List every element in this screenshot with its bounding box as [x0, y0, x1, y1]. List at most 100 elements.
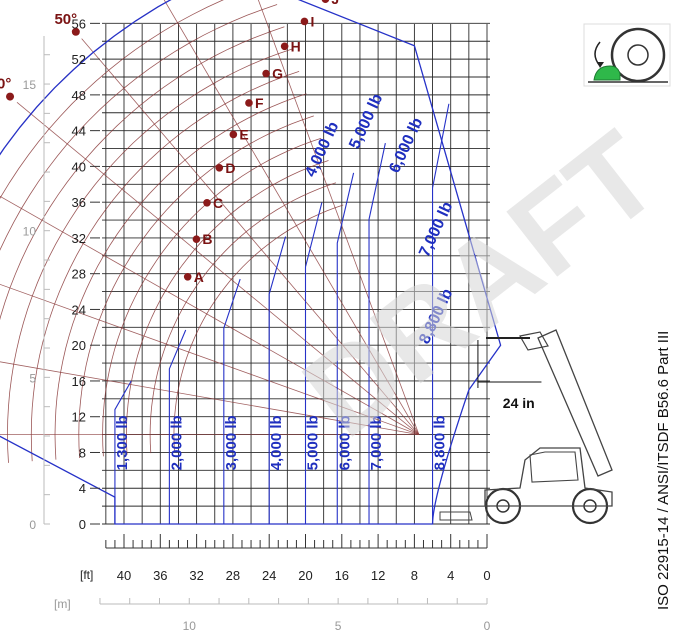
machine-boom	[537, 329, 613, 477]
machine-carriage	[519, 331, 549, 351]
tire-icon	[583, 23, 671, 87]
capacity-zone-label: 8,800 lb	[432, 415, 449, 470]
x-tick-label: 0	[483, 568, 490, 583]
y-tick-label: 40	[72, 159, 86, 174]
y-tick-label: 0	[79, 517, 86, 532]
boom-angle-ray	[163, 0, 420, 435]
tire-icon-block	[593, 65, 621, 81]
extension-arc	[7, 48, 292, 463]
x-tick-label: 16	[335, 568, 349, 583]
x-m-tick-label: 0	[484, 619, 491, 633]
x-tick-label: 36	[153, 568, 167, 583]
extension-position-label: D	[225, 160, 235, 176]
extension-position-label: I	[310, 13, 314, 29]
machine-fork-tip	[439, 511, 473, 521]
capacity-zone-label: 7,000 lb	[368, 415, 385, 470]
extension-arc	[149, 182, 337, 454]
machine-cab	[529, 451, 579, 483]
machine-body	[484, 447, 613, 507]
boom-angle-rays	[0, 0, 420, 436]
x-tick-label: 32	[189, 568, 203, 583]
capacity-zone-boundary	[304, 202, 323, 524]
x-axis-unit-ft: [ft]	[80, 568, 93, 582]
x-tick-label: 24	[262, 568, 276, 583]
boom-angle-ray	[257, 0, 420, 435]
x-axis-unit-m: [m]	[54, 597, 71, 611]
extension-arc	[102, 137, 322, 457]
tire-icon-hub	[627, 44, 649, 66]
boom-angle-dot	[6, 92, 15, 101]
upper-capacity-label: 4,000 lb	[302, 119, 342, 180]
x-m-tick-label: 5	[335, 619, 342, 633]
load-envelope-outline	[0, 0, 502, 525]
extension-position-label: A	[194, 269, 204, 285]
extension-arc	[78, 115, 314, 459]
extension-position-dot	[192, 235, 201, 243]
y-tick-label: 48	[72, 88, 86, 103]
extension-position-label: F	[255, 95, 264, 111]
tire-icon-arrowhead	[597, 62, 604, 68]
capacity-zone-boundary	[336, 172, 355, 524]
boom-angle-label: 40°	[0, 76, 11, 93]
extension-position-label: B	[202, 231, 212, 247]
y-tick-label: 20	[72, 338, 86, 353]
x-tick-label: 12	[371, 568, 385, 583]
extension-arc	[30, 71, 300, 462]
load-envelope	[0, 0, 502, 525]
extension-arc	[0, 26, 285, 321]
extension-arc	[54, 93, 307, 460]
x-m-tick-label: 10	[183, 619, 197, 633]
x-tick-label: 4	[447, 568, 454, 583]
extension-position-dot	[215, 163, 224, 172]
y-tick-label: 32	[72, 231, 86, 246]
upper-capacity-label: 5,000 lb	[346, 91, 386, 152]
extension-position-dot	[183, 272, 192, 281]
capacity-zone-label: 2,000 lb	[168, 415, 185, 470]
extension-position-dot	[229, 130, 238, 139]
overhang-label: 24 in	[503, 395, 535, 411]
extension-arc	[0, 4, 278, 251]
capacity-zone-boundary	[114, 380, 132, 524]
y-tick-label: 4	[79, 481, 86, 496]
capacity-zone-boundary	[368, 143, 386, 524]
capacity-zone-lines	[114, 103, 450, 524]
boom-angle-dot	[71, 27, 80, 36]
extension-position-label: E	[239, 126, 248, 142]
y-tick-label: 44	[72, 124, 86, 139]
y-tick-label: 8	[79, 445, 86, 460]
y-tick-label: 16	[72, 374, 86, 389]
y-tick-label: 52	[72, 52, 86, 67]
boom-angle-ray	[0, 195, 420, 435]
capacity-zone-label: 5,000 lb	[305, 415, 322, 470]
extension-arc	[125, 160, 329, 455]
boom-angle-ray	[81, 38, 420, 435]
extension-position-label: J	[331, 0, 339, 7]
extension-position-dot	[245, 99, 253, 107]
capacity-zone-boundary	[168, 329, 187, 524]
x-tick-label: 20	[298, 568, 312, 583]
extension-position-label: H	[291, 38, 301, 54]
capacity-zone-boundary	[268, 236, 287, 524]
y-tick-label: 36	[72, 195, 86, 210]
capacity-zone-label: 3,000 lb	[223, 415, 240, 470]
y-m-tick-label: 0	[29, 518, 36, 532]
capacity-zone-boundary	[432, 103, 450, 524]
extension-position-label: G	[272, 66, 283, 82]
boom-angle-ray	[16, 102, 420, 435]
telehandler-drawing	[439, 329, 613, 525]
capacity-zone-boundary	[223, 278, 241, 524]
extension-position-dot	[300, 17, 309, 26]
capacity-zone-label: 6,000 lb	[336, 415, 353, 470]
y-m-tick-label: 10	[23, 225, 37, 239]
y-tick-label: 24	[72, 302, 86, 317]
draft-watermark: DRAFT	[280, 106, 683, 462]
y-tick-label: 12	[72, 410, 86, 425]
boom-angle-label: 50°	[54, 11, 77, 28]
tire-icon-wheel	[610, 27, 666, 83]
y-m-tick-label: 15	[23, 78, 37, 92]
x-tick-label: 40	[117, 568, 131, 583]
y-tick-label: 28	[72, 267, 86, 282]
y-tick-label: 56	[72, 16, 86, 31]
